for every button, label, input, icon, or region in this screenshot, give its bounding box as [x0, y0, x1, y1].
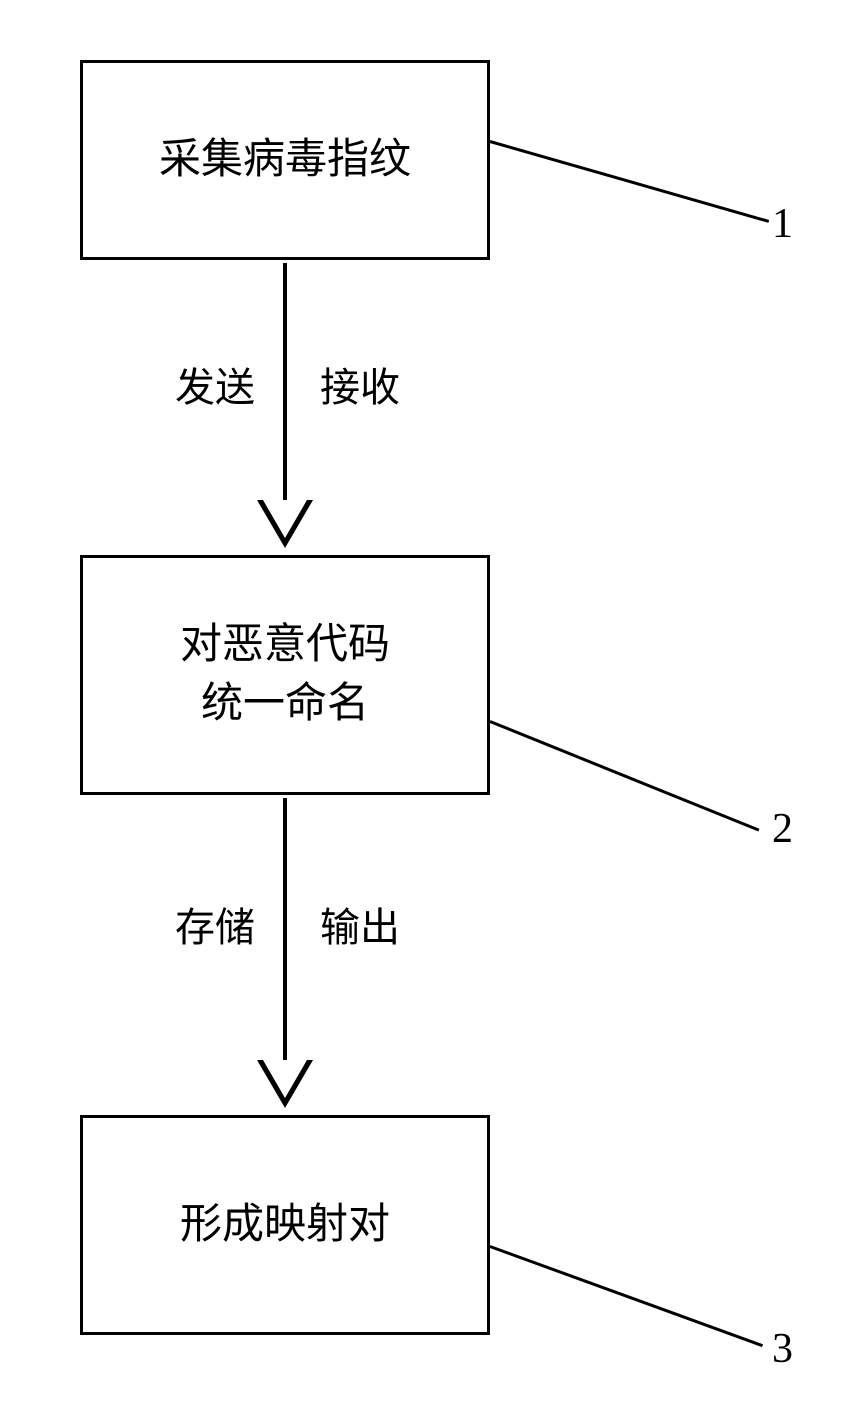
- callout-1-line: [490, 140, 770, 223]
- callout-2-number: 2: [772, 805, 793, 853]
- edge-1-label-left: 发送: [175, 355, 255, 413]
- edge-1-arrowhead-inner: [263, 500, 307, 538]
- edge-1-line: [283, 263, 287, 500]
- flowchart-node-3: 形成映射对: [80, 1115, 490, 1335]
- edge-1-label-right: 接收: [320, 355, 400, 413]
- node-1-label: 采集病毒指纹: [159, 131, 411, 190]
- callout-3-line: [489, 1245, 763, 1347]
- edge-2-label-right: 输出: [320, 895, 400, 953]
- callout-3-number: 3: [772, 1325, 793, 1373]
- edge-2-arrowhead-inner: [263, 1060, 307, 1098]
- callout-2-line: [489, 720, 759, 831]
- edge-2-label-left: 存储: [175, 895, 255, 953]
- flowchart-node-1: 采集病毒指纹: [80, 60, 490, 260]
- edge-2-line: [283, 798, 287, 1060]
- callout-1-number: 1: [772, 200, 793, 248]
- node-3-label: 形成映射对: [180, 1196, 390, 1255]
- flowchart-node-2: 对恶意代码 统一命名: [80, 555, 490, 795]
- node-2-label: 对恶意代码 统一命名: [180, 616, 390, 734]
